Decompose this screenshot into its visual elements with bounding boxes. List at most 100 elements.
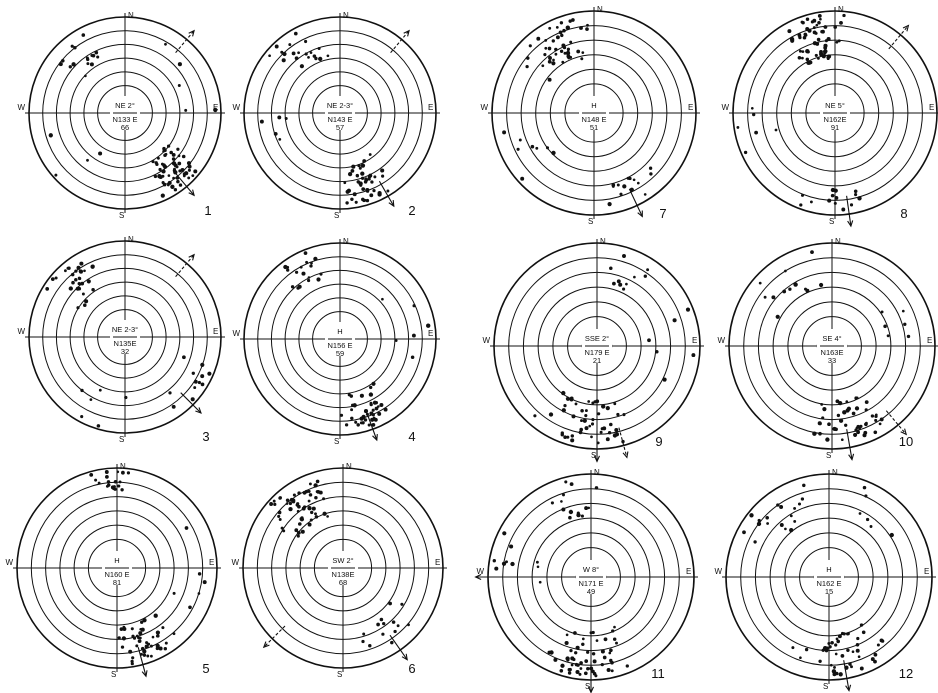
pole-point: [547, 46, 552, 51]
pole-point: [605, 405, 610, 411]
pole-point: [124, 395, 128, 400]
pole-point: [97, 481, 101, 485]
pole-point: [685, 307, 691, 312]
pole-point: [380, 168, 385, 173]
pole-point: [368, 173, 373, 178]
strike-label: N135E: [114, 339, 137, 348]
stereonet-2: N S E W NE 2-3° N143 E57 2: [232, 11, 440, 220]
pole-point: [382, 621, 386, 626]
pole-point: [586, 667, 590, 671]
pole-point: [626, 176, 630, 180]
pole-point: [525, 64, 529, 69]
pole-point: [135, 644, 139, 648]
pole-point: [586, 23, 589, 27]
pole-point: [578, 672, 582, 676]
cardinal-e-label: E: [686, 567, 691, 576]
pole-point: [879, 417, 884, 422]
pole-point: [535, 146, 539, 150]
pole-point: [833, 201, 837, 205]
pole-point: [788, 287, 792, 291]
pole-point: [579, 661, 583, 665]
plot-number: 5: [202, 661, 209, 676]
plot-number: 1: [204, 203, 211, 218]
pole-point: [193, 169, 198, 174]
pole-point: [372, 189, 376, 193]
pole-point: [846, 648, 850, 653]
strike-label: N171 E: [578, 579, 603, 588]
pole-point: [80, 415, 84, 419]
pole-point: [818, 659, 822, 663]
pole-point: [296, 531, 301, 535]
pole-point: [285, 502, 289, 505]
pole-point: [554, 52, 558, 56]
pole-point: [207, 371, 212, 376]
pole-point: [883, 324, 887, 329]
pole-point: [636, 181, 640, 185]
pole-point: [828, 645, 832, 649]
pole-point: [851, 411, 856, 416]
pole-point: [584, 414, 588, 418]
pole-point: [849, 203, 854, 207]
pole-point: [782, 289, 787, 294]
stereonet-11: N S E W W 8° N171 E49 11: [474, 468, 698, 693]
pole-point: [869, 525, 873, 528]
arrow-head: [848, 453, 855, 461]
pole-point: [643, 274, 647, 278]
pole-point: [315, 490, 319, 494]
pole-point: [551, 61, 556, 66]
pole-point: [570, 438, 575, 443]
pole-point: [278, 518, 282, 521]
pole-point: [156, 156, 160, 160]
strike-label: N163E: [821, 348, 844, 357]
pole-point: [89, 398, 93, 401]
pole-point: [600, 649, 605, 654]
pole-point: [559, 49, 564, 54]
strike-label: N156 E: [327, 341, 352, 350]
pole-point: [151, 160, 155, 164]
pole-point: [834, 195, 839, 200]
pole-point: [356, 423, 360, 427]
pole-point: [322, 497, 326, 501]
pole-point: [817, 57, 820, 60]
direction-arrow: [366, 412, 378, 441]
pole-point: [294, 270, 299, 274]
pole-point: [565, 396, 570, 401]
pole-point: [858, 427, 861, 431]
pole-point: [551, 39, 555, 43]
pole-point: [71, 280, 75, 285]
pole-point: [831, 669, 837, 674]
pole-point: [616, 412, 620, 417]
pole-point: [889, 532, 894, 538]
stereonet-4: N S E W H N156 E59 4: [232, 237, 440, 446]
pole-point: [155, 630, 161, 635]
pole-point: [787, 29, 792, 34]
pole-point: [98, 388, 102, 392]
pole-point: [167, 180, 172, 185]
pole-point: [615, 641, 618, 645]
pole-point: [832, 672, 837, 677]
pole-point: [268, 54, 271, 58]
pole-point: [412, 304, 416, 308]
pole-point: [646, 268, 650, 272]
pole-point: [368, 153, 372, 156]
pole-point: [326, 54, 330, 58]
plot-number: 2: [408, 203, 415, 218]
pole-point: [569, 482, 574, 486]
pole-point: [64, 269, 67, 273]
pole-point: [547, 59, 552, 64]
pole-point: [855, 643, 860, 647]
arrow-head: [141, 670, 148, 678]
pole-point: [292, 493, 296, 497]
pole-point: [213, 107, 218, 113]
pole-point: [879, 638, 884, 643]
pole-point: [853, 432, 858, 437]
cardinal-n-label: N: [832, 468, 838, 477]
pole-point: [172, 632, 176, 636]
pole-point: [830, 193, 835, 198]
direction-arrow: [378, 180, 395, 207]
pole-point: [293, 31, 298, 36]
pole-point: [569, 648, 573, 653]
cardinal-n-label: N: [597, 5, 603, 14]
pole-point: [296, 509, 300, 513]
pole-point: [742, 530, 746, 535]
